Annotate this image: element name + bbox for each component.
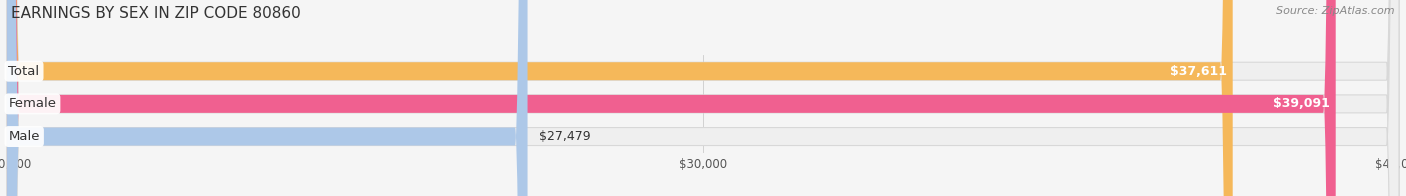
Text: Total: Total: [8, 65, 39, 78]
Text: EARNINGS BY SEX IN ZIP CODE 80860: EARNINGS BY SEX IN ZIP CODE 80860: [11, 6, 301, 21]
FancyBboxPatch shape: [7, 0, 527, 196]
Text: Female: Female: [8, 97, 56, 110]
FancyBboxPatch shape: [7, 0, 1399, 196]
FancyBboxPatch shape: [7, 0, 1399, 196]
FancyBboxPatch shape: [7, 0, 1336, 196]
Text: Male: Male: [8, 130, 39, 143]
Text: $37,611: $37,611: [1170, 65, 1227, 78]
FancyBboxPatch shape: [7, 0, 1399, 196]
Text: $27,479: $27,479: [538, 130, 591, 143]
FancyBboxPatch shape: [7, 0, 1233, 196]
Text: Source: ZipAtlas.com: Source: ZipAtlas.com: [1277, 6, 1395, 16]
Text: $39,091: $39,091: [1274, 97, 1330, 110]
